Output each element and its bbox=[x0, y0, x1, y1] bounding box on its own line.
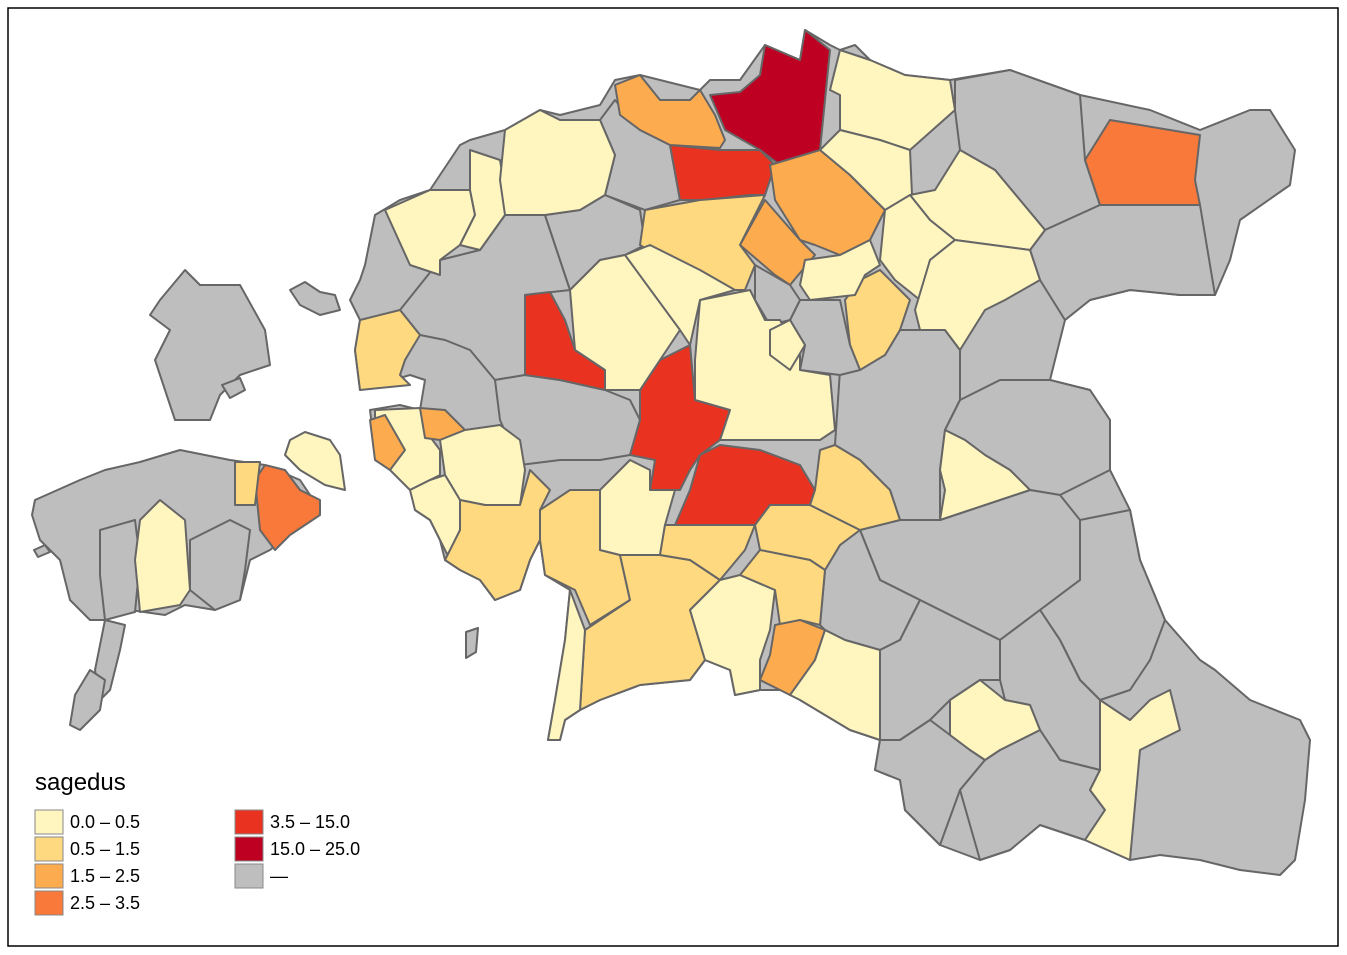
region bbox=[354, 309, 421, 391]
region bbox=[769, 319, 806, 371]
region bbox=[819, 129, 913, 211]
region bbox=[669, 144, 776, 201]
region bbox=[949, 679, 1041, 761]
legend-swatch bbox=[34, 890, 64, 916]
legend-label: 1.5 – 2.5 bbox=[70, 866, 140, 886]
legend-swatch bbox=[234, 863, 264, 889]
regions bbox=[31, 29, 1311, 876]
legend-title: sagedus bbox=[35, 769, 126, 796]
region bbox=[1084, 119, 1201, 206]
region bbox=[709, 29, 831, 166]
region bbox=[624, 244, 736, 346]
region bbox=[99, 519, 141, 621]
region bbox=[69, 669, 106, 731]
legend-label: — bbox=[270, 866, 288, 886]
region bbox=[844, 269, 911, 371]
region bbox=[465, 627, 479, 659]
region bbox=[599, 459, 676, 556]
region bbox=[809, 444, 901, 531]
region bbox=[234, 461, 261, 506]
legend-label: 3.5 – 15.0 bbox=[270, 812, 350, 832]
region bbox=[444, 469, 551, 601]
region bbox=[149, 269, 271, 421]
region bbox=[221, 377, 246, 399]
region bbox=[739, 199, 816, 286]
region bbox=[939, 429, 1031, 521]
region bbox=[1039, 509, 1166, 701]
region bbox=[33, 544, 51, 558]
region bbox=[254, 464, 321, 551]
region bbox=[134, 499, 191, 613]
legend-swatch bbox=[34, 836, 64, 862]
legend-swatch bbox=[234, 809, 264, 835]
region bbox=[694, 289, 836, 441]
region bbox=[799, 239, 881, 301]
legend-label: 15.0 – 25.0 bbox=[270, 839, 360, 859]
region bbox=[614, 74, 726, 149]
legend-label: 0.5 – 1.5 bbox=[70, 839, 140, 859]
legend-label: 2.5 – 3.5 bbox=[70, 893, 140, 913]
region bbox=[547, 589, 586, 741]
region bbox=[739, 549, 826, 626]
region bbox=[1084, 689, 1181, 861]
legend-swatch bbox=[234, 836, 264, 862]
region bbox=[284, 431, 346, 491]
region bbox=[369, 414, 406, 471]
legend-swatch bbox=[34, 809, 64, 835]
region bbox=[189, 519, 251, 611]
region bbox=[289, 281, 341, 316]
region bbox=[789, 629, 881, 741]
legend-swatch bbox=[34, 863, 64, 889]
legend-label: 0.0 – 0.5 bbox=[70, 812, 140, 832]
legend: 0.0 – 0.5 0.5 – 1.5 1.5 – 2.5 2.5 – 3.5 3.5 … bbox=[34, 809, 360, 916]
region bbox=[914, 239, 1041, 351]
region bbox=[499, 109, 616, 216]
region bbox=[689, 574, 776, 696]
